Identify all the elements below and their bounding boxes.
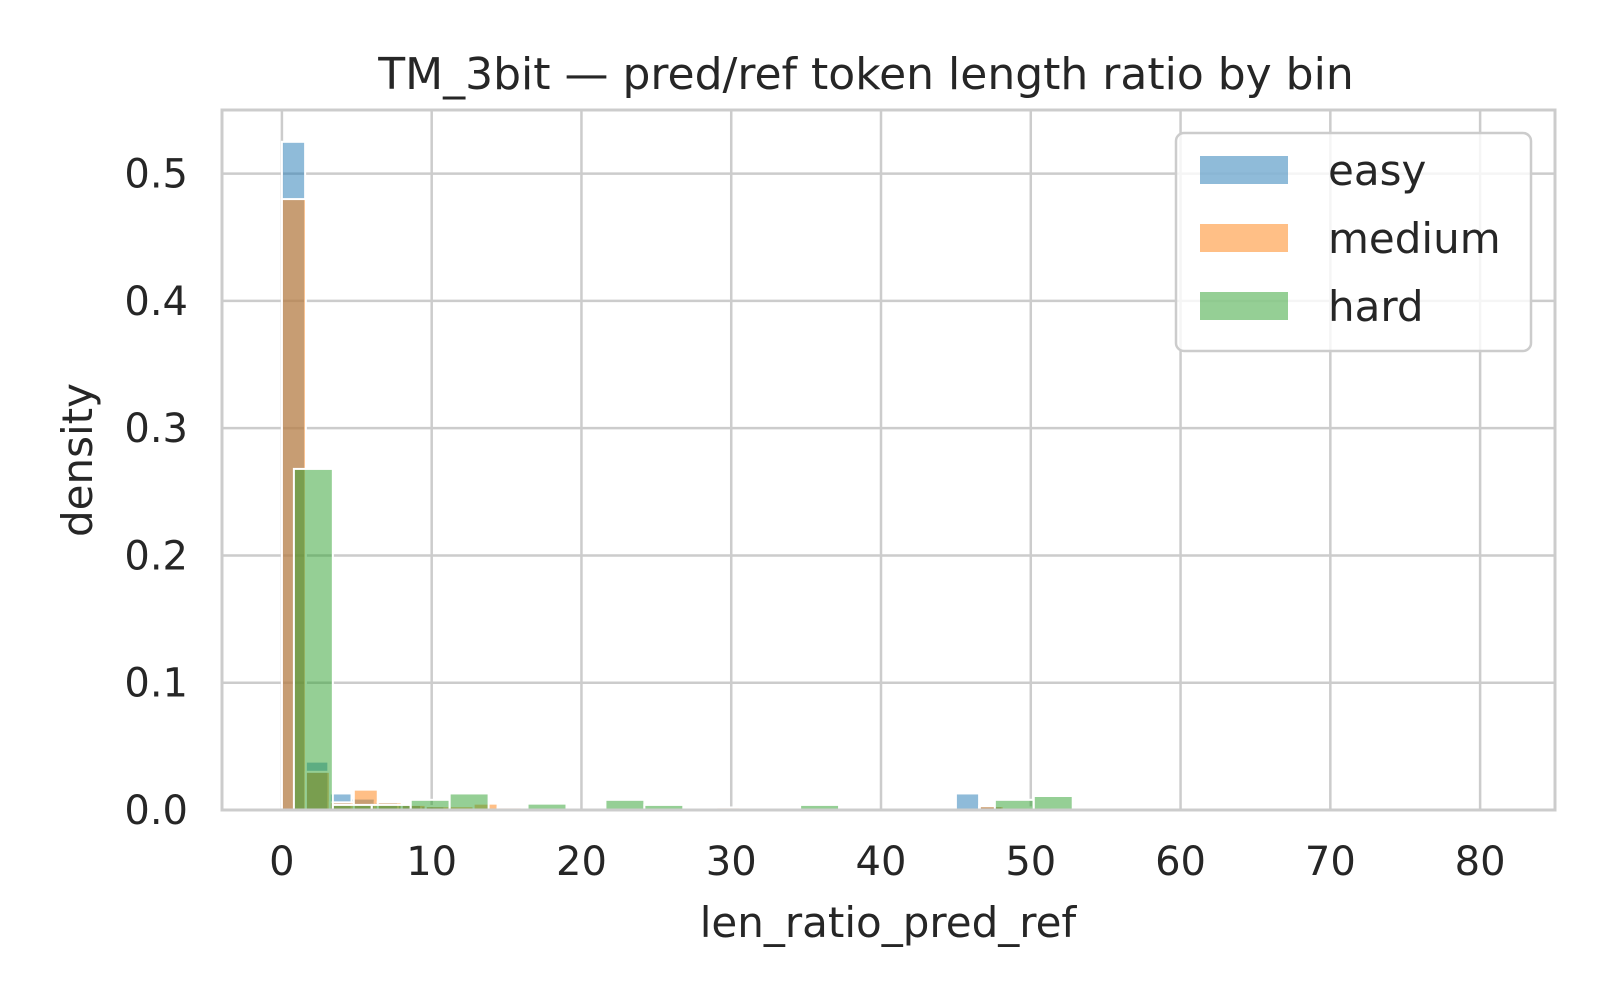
x-tick-label: 60 (1155, 839, 1206, 885)
legend-label-hard: hard (1328, 282, 1424, 331)
bar-hard (1032, 795, 1074, 811)
x-tick-label: 0 (269, 839, 294, 885)
legend-swatch-medium (1200, 224, 1288, 252)
y-tick-label: 0.4 (124, 279, 188, 325)
y-axis-label: density (53, 383, 102, 537)
chart-title: TM_3bit — pred/ref token length ratio by… (377, 49, 1353, 100)
bar-hard (448, 792, 490, 811)
x-tick-label: 10 (406, 839, 457, 885)
x-tick-label: 70 (1305, 839, 1356, 885)
bar-hard (292, 467, 334, 811)
bar-easy (954, 792, 981, 811)
series-easy (280, 140, 1004, 812)
x-tick-label: 80 (1455, 839, 1506, 885)
y-tick-labels: 0.0 0.1 0.2 0.3 0.4 0.5 (124, 152, 188, 834)
bar-hard (993, 798, 1035, 811)
legend-swatch-hard (1200, 292, 1288, 320)
y-tick-label: 0.3 (124, 406, 188, 452)
series-medium (280, 198, 1053, 812)
series-hard (292, 467, 1074, 812)
x-tick-label: 20 (556, 839, 607, 885)
bar-hard (409, 798, 451, 811)
y-tick-label: 0.0 (124, 788, 188, 834)
legend: easy medium hard (1174, 131, 1533, 353)
x-tick-label: 40 (856, 839, 907, 885)
y-tick-label: 0.5 (124, 152, 188, 198)
y-tick-label: 0.1 (124, 661, 188, 707)
bar-hard (604, 798, 646, 811)
y-tick-label: 0.2 (124, 533, 188, 579)
bars (280, 140, 1074, 812)
legend-label-medium: medium (1328, 214, 1501, 263)
legend-label-easy: easy (1328, 146, 1426, 195)
x-tick-label: 50 (1005, 839, 1056, 885)
legend-swatch-easy (1200, 156, 1288, 184)
x-tick-labels: 0 10 20 30 40 50 60 70 80 (269, 839, 1505, 885)
x-tick-label: 30 (706, 839, 757, 885)
plot-frame (220, 108, 1557, 812)
x-axis-label: len_ratio_pred_ref (700, 898, 1078, 947)
